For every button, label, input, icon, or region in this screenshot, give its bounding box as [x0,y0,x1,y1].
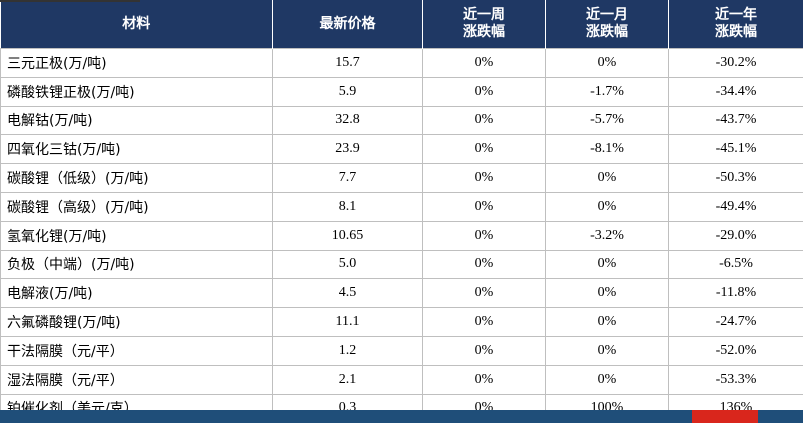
value-cell: 1.2 [272,335,423,366]
value-cell: 4.5 [272,278,423,309]
value-cell: -45.1% [668,134,803,165]
header-line: 涨跌幅 [715,24,757,40]
value-cell: 5.0 [272,249,423,280]
header-line: 涨跌幅 [463,24,505,40]
material-cell: 负极（中端）(万/吨) [0,249,273,280]
bottom-accent [692,410,758,423]
material-cell: 四氧化三钴(万/吨) [0,134,273,165]
header-line: 最新价格 [319,15,376,32]
header-cell: 近一年 涨跌幅 [668,0,803,49]
value-cell: 0% [422,134,546,165]
table-row: 电解液(万/吨) 4.5 0% 0% -11.8% [0,278,803,309]
material-cell: 六氟磷酸锂(万/吨) [0,307,273,337]
value-cell: 0% [422,335,546,366]
value-cell: 8.1 [272,191,423,222]
value-cell: -6.5% [668,249,803,280]
material-cell: 三元正极(万/吨) [0,48,273,78]
material-cell: 碳酸锂（高级）(万/吨) [0,191,273,222]
value-cell: -53.3% [668,364,803,395]
value-cell: 0% [422,163,546,193]
value-cell: 0% [545,335,669,366]
material-cell: 碳酸锂（低级）(万/吨) [0,163,273,193]
value-cell: 0% [422,249,546,280]
table-row: 氢氧化锂(万/吨) 10.65 0% -3.2% -29.0% [0,220,803,251]
value-cell: 0% [545,163,669,193]
header-cell: 近一周 涨跌幅 [422,0,546,49]
table-body: 三元正极(万/吨) 15.7 0% 0% -30.2% 磷酸铁锂正极(万/吨) 5.9 0% -… [0,48,803,423]
table-row: 湿法隔膜（元/平） 2.1 0% 0% -53.3% [0,364,803,395]
table-row: 六氟磷酸锂(万/吨) 11.1 0% 0% -24.7% [0,307,803,337]
value-cell: -11.8% [668,278,803,309]
table-row: 四氧化三钴(万/吨) 23.9 0% -8.1% -45.1% [0,134,803,165]
value-cell: 0% [422,191,546,222]
value-cell: -50.3% [668,163,803,193]
header-line: 近一年 [715,7,757,23]
value-cell: -30.2% [668,48,803,78]
value-cell: 0% [422,307,546,337]
table-row: 碳酸锂（高级）(万/吨) 8.1 0% 0% -49.4% [0,191,803,222]
material-cell: 湿法隔膜（元/平） [0,364,273,395]
value-cell: 0% [545,48,669,78]
header-line: 材料 [122,15,151,32]
value-cell: 5.9 [272,76,423,107]
header-line: 近一周 [463,7,505,23]
top-strip [0,0,140,2]
material-cell: 电解液(万/吨) [0,278,273,309]
value-cell: 7.7 [272,163,423,193]
value-cell: -1.7% [545,76,669,107]
value-cell: -29.0% [668,220,803,251]
value-cell: 32.8 [272,105,423,136]
material-cell: 干法隔膜（元/平） [0,335,273,366]
value-cell: -8.1% [545,134,669,165]
bottom-band [0,410,803,423]
value-cell: -34.4% [668,76,803,107]
header-row: 材料 最新价格 近一周 涨跌幅 近一月 涨跌幅 近一年 涨跌幅 [0,0,803,49]
value-cell: -43.7% [668,105,803,136]
value-cell: 0% [422,364,546,395]
value-cell: 0% [422,48,546,78]
value-cell: 23.9 [272,134,423,165]
header-line: 近一月 [586,7,628,23]
value-cell: 11.1 [272,307,423,337]
value-cell: -3.2% [545,220,669,251]
value-cell: 0% [545,249,669,280]
value-cell: 0% [422,278,546,309]
header-line: 涨跌幅 [586,24,628,40]
value-cell: -52.0% [668,335,803,366]
material-cell: 电解钴(万/吨) [0,105,273,136]
table-row: 三元正极(万/吨) 15.7 0% 0% -30.2% [0,48,803,78]
value-cell: 0% [422,220,546,251]
value-cell: 10.65 [272,220,423,251]
header-cell: 近一月 涨跌幅 [545,0,669,49]
value-cell: 0% [422,76,546,107]
table-row: 电解钴(万/吨) 32.8 0% -5.7% -43.7% [0,105,803,136]
table-row: 磷酸铁锂正极(万/吨) 5.9 0% -1.7% -34.4% [0,76,803,107]
table-row: 干法隔膜（元/平） 1.2 0% 0% -52.0% [0,335,803,366]
value-cell: 0% [545,278,669,309]
material-cell: 氢氧化锂(万/吨) [0,220,273,251]
header-cell: 最新价格 [272,0,423,49]
value-cell: 15.7 [272,48,423,78]
value-cell: 0% [545,364,669,395]
value-cell: 0% [545,191,669,222]
value-cell: -24.7% [668,307,803,337]
value-cell: 2.1 [272,364,423,395]
value-cell: 0% [545,307,669,337]
table-row: 负极（中端）(万/吨) 5.0 0% 0% -6.5% [0,249,803,280]
material-cell: 磷酸铁锂正极(万/吨) [0,76,273,107]
table-row: 碳酸锂（低级）(万/吨) 7.7 0% 0% -50.3% [0,163,803,193]
value-cell: 0% [422,105,546,136]
value-cell: -49.4% [668,191,803,222]
value-cell: -5.7% [545,105,669,136]
header-cell: 材料 [0,0,273,49]
